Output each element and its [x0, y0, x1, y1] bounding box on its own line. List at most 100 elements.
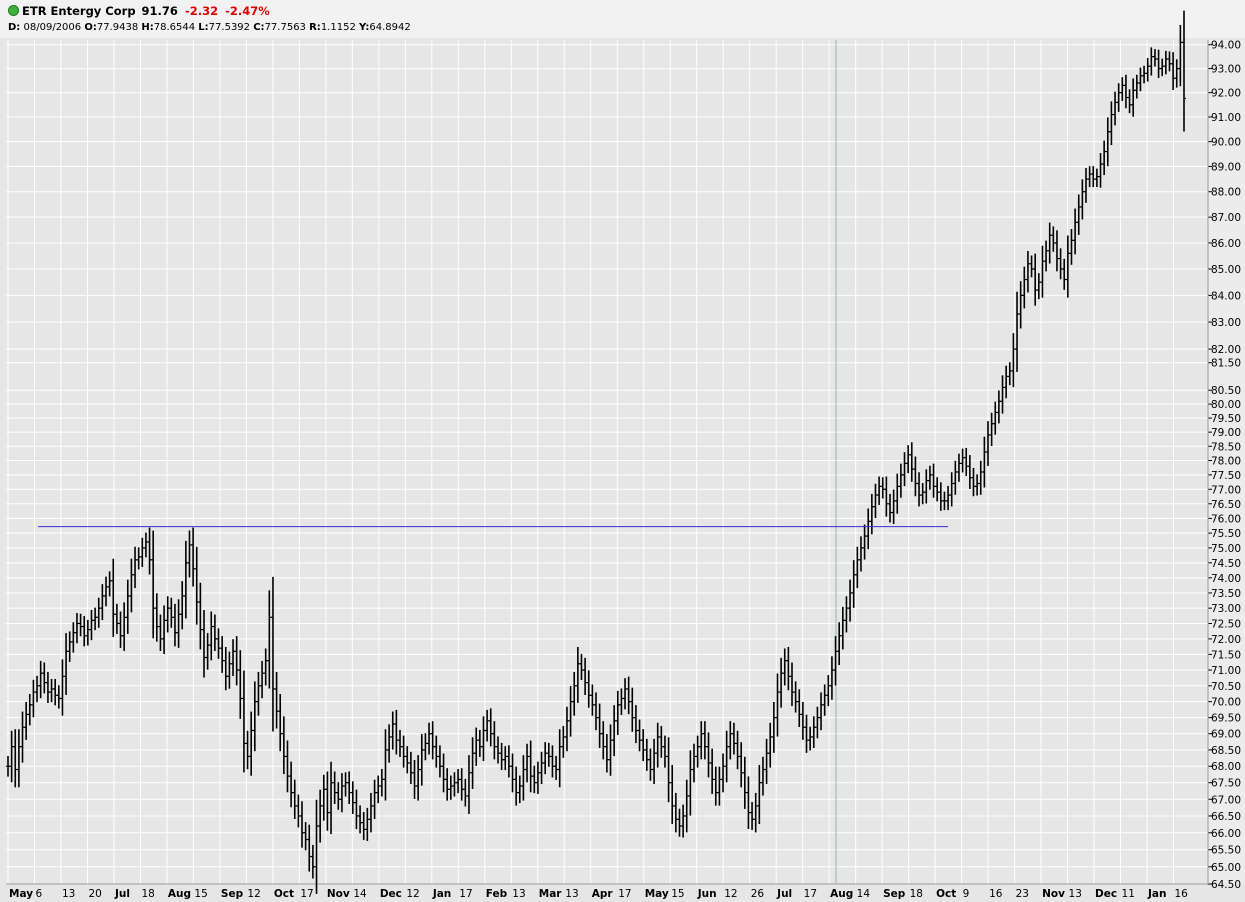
x-tick-label: 18: [141, 888, 154, 900]
y-tick-label: 72.00: [1211, 634, 1241, 646]
x-tick-label: Sep: [221, 888, 244, 900]
x-tick-label: 17: [804, 888, 817, 900]
y-tick-label: 92.00: [1211, 88, 1241, 100]
x-tick-label: 15: [671, 888, 684, 900]
y-tick-label: 67.00: [1211, 794, 1241, 806]
y-tick-label: 68.50: [1211, 745, 1241, 757]
x-tick-label: 17: [618, 888, 631, 900]
y-tick-label: 90.00: [1211, 137, 1241, 149]
y-tick-label: 77.00: [1211, 484, 1241, 496]
y-cursor-value: 64.8942: [369, 22, 411, 33]
x-tick-label: Dec: [380, 888, 402, 900]
x-tick-label: Nov: [1042, 888, 1065, 900]
x-tick-label: 6: [35, 888, 42, 900]
x-tick-label: Apr: [592, 888, 614, 900]
y-tick-label: 66.50: [1211, 811, 1241, 823]
symbol-title-row: ETR Entergy Corp 91.76 -2.32 -2.47%: [8, 4, 270, 20]
price-bar: [1182, 10, 1186, 132]
last-price: 91.76: [141, 4, 178, 18]
y-axis-panel: [1208, 40, 1245, 884]
close-value: 77.7563: [264, 22, 306, 33]
price-change-percent: -2.47%: [225, 4, 270, 18]
y-tick-label: 93.00: [1211, 64, 1241, 76]
high-label: H:: [141, 22, 154, 33]
y-tick-label: 72.50: [1211, 618, 1241, 630]
y-tick-label: 75.00: [1211, 543, 1241, 555]
x-tick-label: Jan: [1147, 888, 1166, 900]
low-value: 77.5392: [208, 22, 251, 33]
x-tick-label: Jul: [776, 888, 792, 900]
low-label: L:: [198, 22, 209, 33]
x-tick-label: Nov: [327, 888, 350, 900]
y-tick-label: 83.00: [1211, 317, 1241, 329]
x-tick-label: 15: [194, 888, 207, 900]
y-tick-label: 65.00: [1211, 862, 1241, 874]
x-tick-label: 12: [724, 888, 737, 900]
x-tick-label: 14: [353, 888, 367, 900]
y-tick-label: 91.00: [1211, 112, 1241, 124]
x-tick-label: 16: [1175, 888, 1189, 900]
x-tick-label: Jul: [114, 888, 130, 900]
y-tick-label: 65.50: [1211, 845, 1241, 857]
y-tick-label: 82.00: [1211, 344, 1241, 356]
range-label: R:: [309, 22, 321, 33]
y-tick-label: 76.00: [1211, 513, 1241, 525]
x-tick-label: 14: [857, 888, 871, 900]
y-tick-label: 71.00: [1211, 665, 1241, 677]
y-tick-label: 69.00: [1211, 729, 1241, 741]
price-change: -2.32: [184, 4, 219, 18]
y-tick-label: 89.00: [1211, 162, 1241, 174]
x-axis: May 6 13 20 Jul 18 Aug 15 Sep 12 Oct 17 Nov 14 Dec 12 Ja…: [6, 883, 1208, 900]
close-label: C:: [253, 22, 265, 33]
status-dot-icon: [8, 5, 19, 16]
x-tick-label: Jan: [432, 888, 451, 900]
y-tick-label: 71.50: [1211, 649, 1241, 661]
x-tick-label: Aug: [830, 888, 853, 900]
price-bars: [6, 10, 1186, 894]
x-tick-label: Jun: [697, 888, 717, 900]
x-tick-label: 17: [459, 888, 472, 900]
y-tick-label: 86.00: [1211, 238, 1241, 250]
x-tick-label: 9: [963, 888, 970, 900]
x-tick-label: 13: [1069, 888, 1082, 900]
symbol-name: ETR Entergy Corp: [22, 4, 136, 18]
high-value: 78.6544: [153, 22, 196, 33]
y-tick-label: 70.00: [1211, 697, 1241, 709]
y-tick-label: 80.00: [1211, 399, 1241, 411]
y-tick-label: 80.50: [1211, 385, 1241, 397]
y-tick-label: 87.00: [1211, 212, 1241, 224]
x-tick-label: 13: [62, 888, 75, 900]
y-cursor-label: Y:: [359, 22, 370, 33]
y-tick-label: 68.00: [1211, 761, 1241, 773]
y-tick-label: 84.00: [1211, 290, 1241, 302]
chart-grid: [6, 40, 1245, 885]
open-value: 77.9438: [96, 22, 139, 33]
x-tick-label: 16: [989, 888, 1003, 900]
y-tick-label: 75.50: [1211, 528, 1241, 540]
y-tick-label: 77.50: [1211, 470, 1241, 482]
chart-header: ETR Entergy Corp 91.76 -2.32 -2.47% D: 08/0…: [0, 0, 1245, 38]
y-tick-label: 73.00: [1211, 603, 1241, 615]
x-tick-label: 13: [565, 888, 578, 900]
y-tick-label: 81.50: [1211, 358, 1241, 370]
x-tick-label: Mar: [539, 888, 563, 900]
x-tick-label: Aug: [168, 888, 191, 900]
x-tick-label: Feb: [486, 888, 508, 900]
date-label: D:: [8, 22, 21, 33]
y-tick-label: 64.50: [1211, 879, 1241, 891]
y-tick-label: 78.00: [1211, 456, 1241, 468]
y-tick-label: 79.50: [1211, 413, 1241, 425]
x-tick-label: 12: [247, 888, 260, 900]
open-label: O:: [84, 22, 97, 33]
y-tick-label: 85.00: [1211, 264, 1241, 276]
y-tick-label: 66.00: [1211, 828, 1241, 840]
x-tick-label: May: [9, 888, 33, 900]
y-axis: 94.00 93.00 92.00 91.00 90.00 89.00 88.00 87.00…: [1207, 40, 1241, 891]
x-tick-label: May: [645, 888, 669, 900]
range-value: 1.1152: [320, 22, 356, 33]
y-tick-label: 74.00: [1211, 573, 1241, 585]
x-tick-label: Oct: [936, 888, 956, 900]
x-tick-label: 23: [1016, 888, 1029, 900]
y-tick-label: 69.50: [1211, 713, 1241, 725]
